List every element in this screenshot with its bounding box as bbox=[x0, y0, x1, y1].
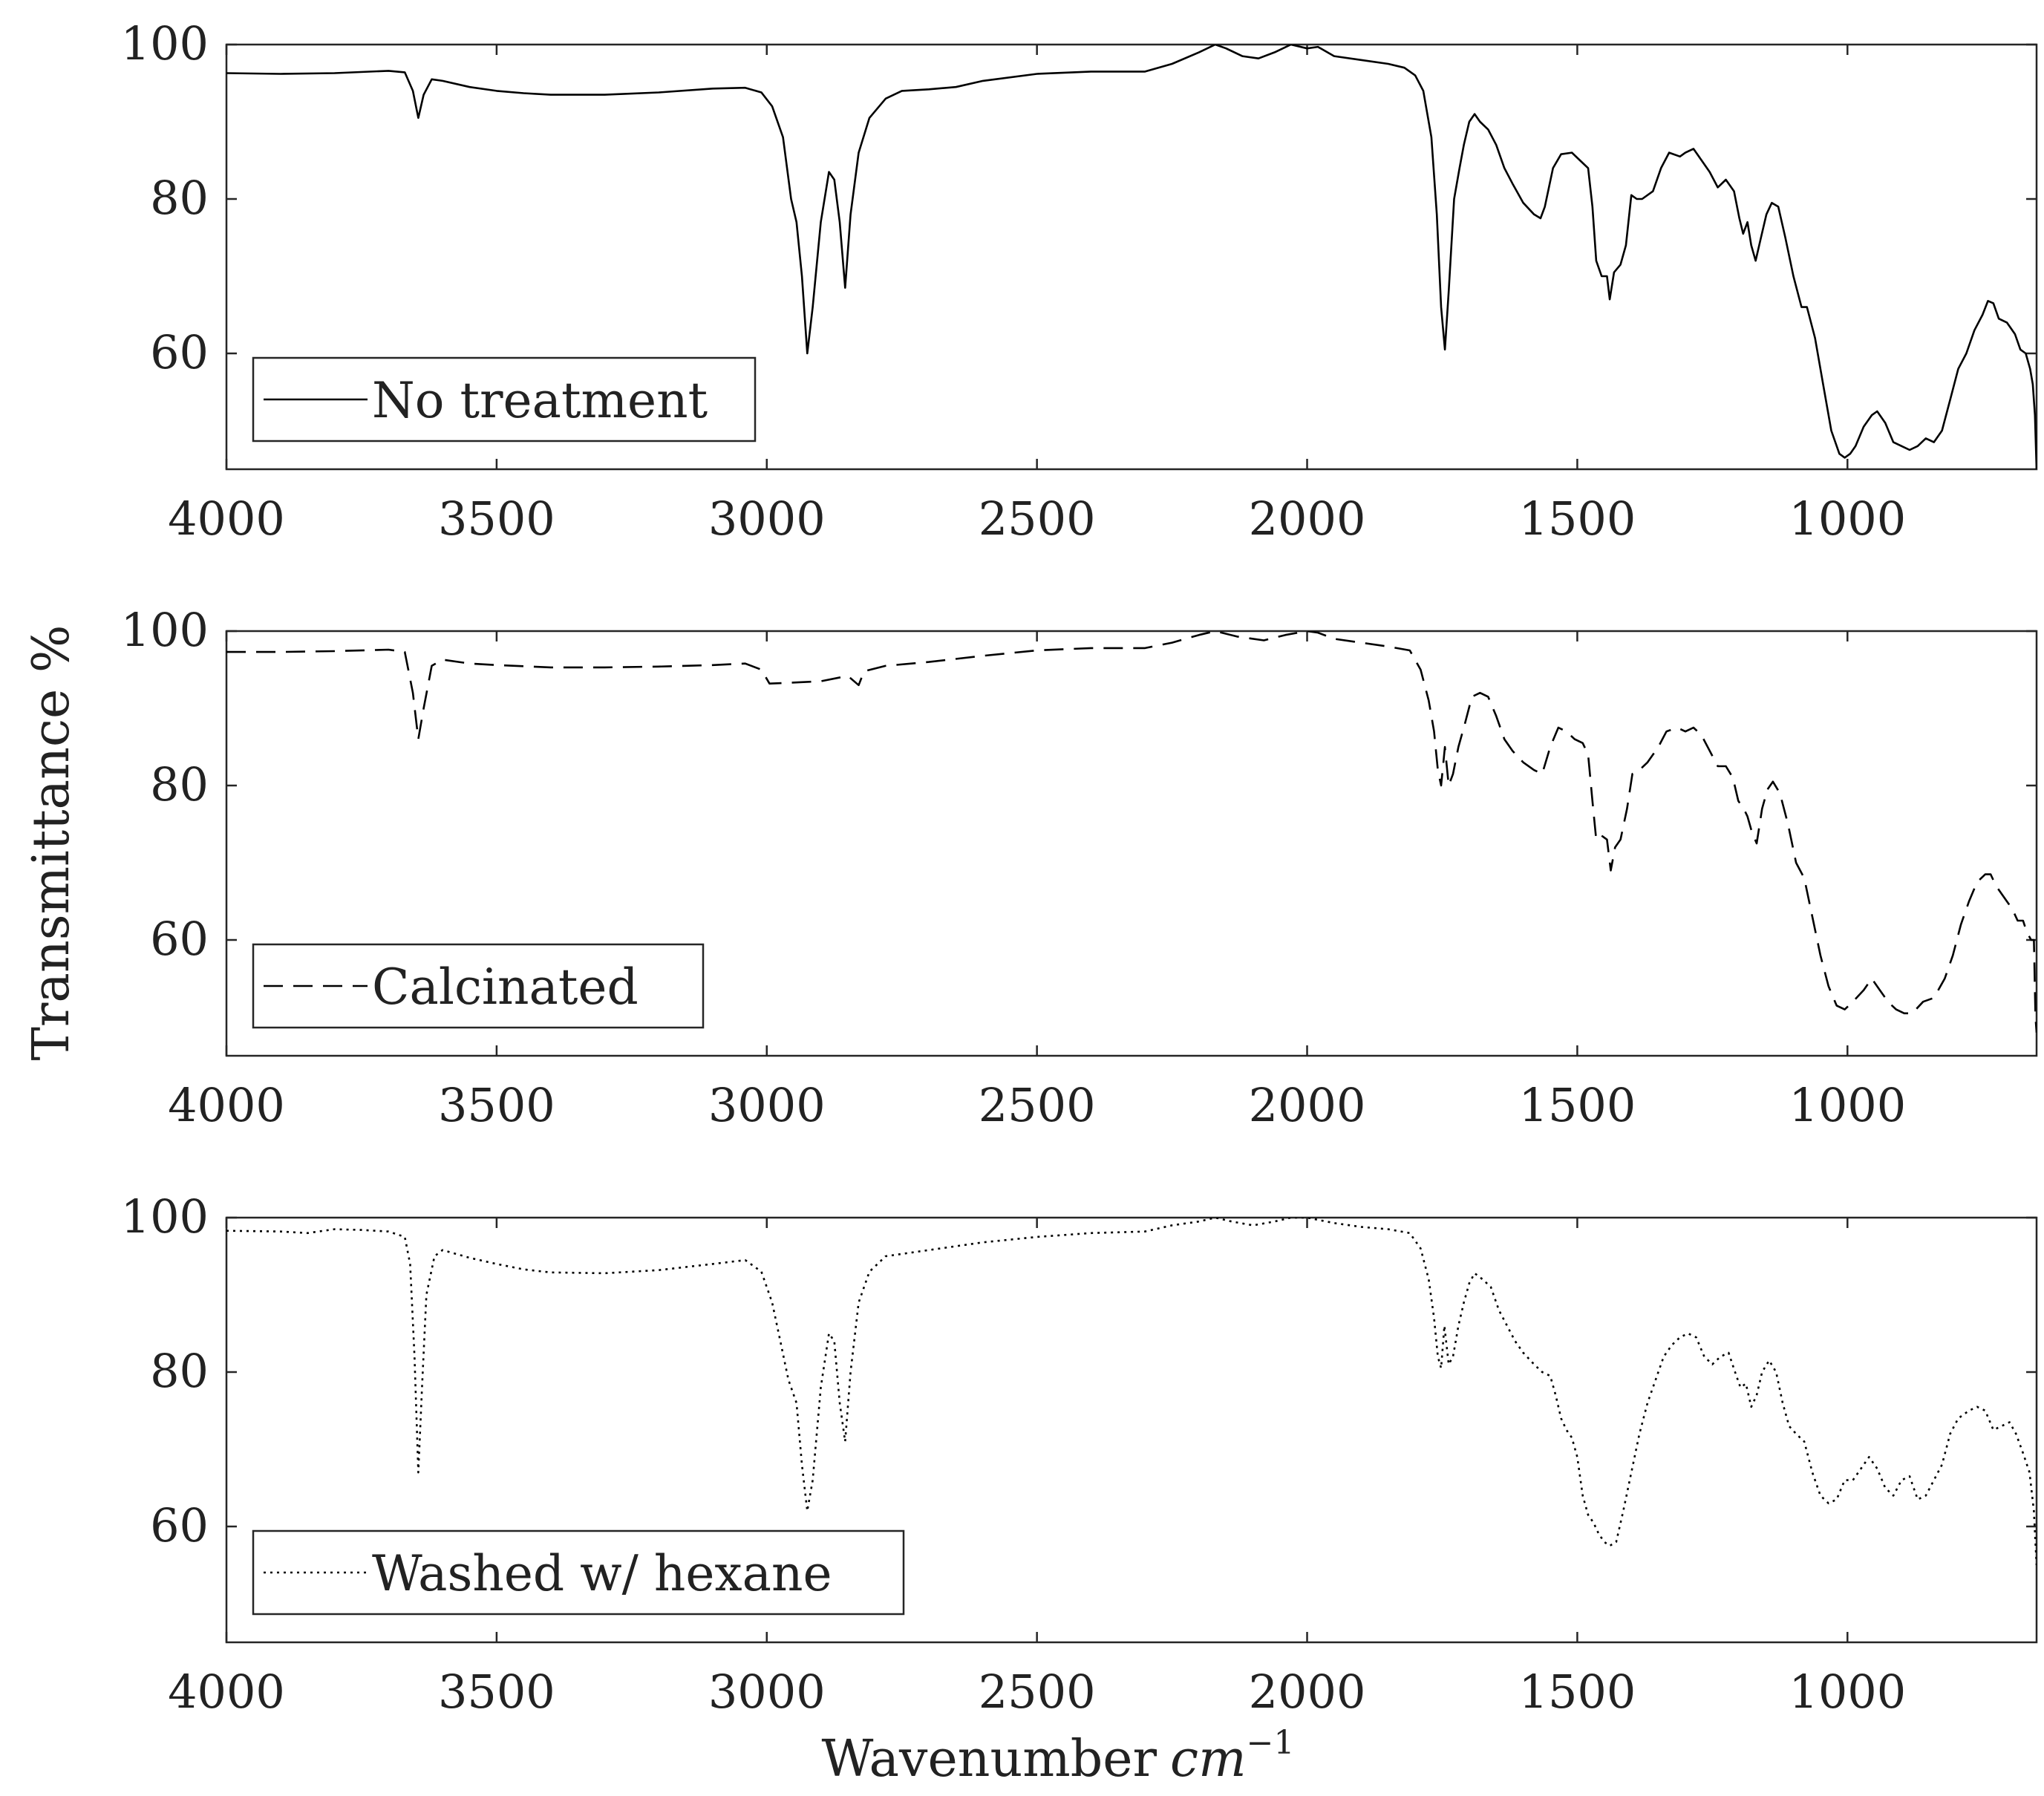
y-tick-label: 100 bbox=[121, 603, 209, 657]
plot-frame bbox=[225, 630, 2038, 1057]
series-line bbox=[226, 45, 2037, 469]
x-axis-title-exponent: −1 bbox=[1247, 1724, 1295, 1762]
x-tick-label: 1000 bbox=[1789, 1078, 1906, 1132]
legend: No treatment bbox=[252, 356, 757, 443]
x-tick-label: 2500 bbox=[979, 1078, 1096, 1132]
x-tick-label: 1500 bbox=[1519, 1078, 1636, 1132]
y-tick-label: 60 bbox=[150, 1498, 209, 1552]
x-axis-title: Wavenumber cm−1 bbox=[822, 1724, 1295, 1789]
x-tick-label: 2500 bbox=[979, 492, 1096, 546]
y-axis-title: Transmittance % bbox=[22, 625, 81, 1061]
series-line bbox=[226, 631, 2037, 1033]
y-tick-label: 60 bbox=[150, 912, 209, 966]
x-tick-label: 1500 bbox=[1519, 492, 1636, 546]
x-tick-label: 4000 bbox=[168, 492, 285, 546]
panels: 4000 3500 3000 2500 2000 1500 1000 60 80 100 No tr… bbox=[121, 16, 2038, 1719]
x-tick-label: 3500 bbox=[438, 1078, 555, 1132]
legend-label: Calcinated bbox=[372, 959, 639, 1016]
y-tick-label: 80 bbox=[150, 1344, 209, 1398]
x-tick-label: 2000 bbox=[1249, 1665, 1366, 1719]
x-tick-label: 3000 bbox=[708, 492, 826, 546]
y-tick-label: 100 bbox=[121, 16, 209, 71]
legend-box bbox=[252, 1529, 905, 1616]
x-tick-label: 2000 bbox=[1249, 492, 1366, 546]
plot-frame bbox=[225, 1216, 2038, 1644]
x-tick-label: 3000 bbox=[708, 1665, 826, 1719]
panel-2: 4000 3500 3000 2500 2000 1500 1000 60 80 100 Calci… bbox=[121, 603, 2038, 1132]
panel-1: 4000 3500 3000 2500 2000 1500 1000 60 80 100 No tr… bbox=[121, 16, 2038, 546]
y-tick-label: 80 bbox=[150, 757, 209, 812]
y-tick-label: 100 bbox=[121, 1189, 209, 1244]
legend-label: Washed w/ hexane bbox=[372, 1545, 832, 1602]
y-tick-label: 80 bbox=[150, 171, 209, 225]
x-tick-label: 3000 bbox=[708, 1078, 826, 1132]
legend-label: No treatment bbox=[372, 372, 708, 429]
x-axis-title-unit: cm bbox=[1170, 1730, 1247, 1789]
x-tick-label: 3500 bbox=[438, 1665, 555, 1719]
legend: Washed w/ hexane bbox=[252, 1529, 905, 1616]
x-tick-label: 1500 bbox=[1519, 1665, 1636, 1719]
x-axis-title-text: Wavenumber bbox=[822, 1730, 1157, 1789]
x-tick-label: 1000 bbox=[1789, 1665, 1906, 1719]
y-tick-label: 60 bbox=[150, 325, 209, 379]
x-tick-label: 1000 bbox=[1789, 492, 1906, 546]
x-tick-label: 2500 bbox=[979, 1665, 1096, 1719]
x-tick-label: 4000 bbox=[168, 1078, 285, 1132]
x-tick-label: 4000 bbox=[168, 1665, 285, 1719]
plot-frame bbox=[225, 43, 2038, 471]
panel-3: 4000 3500 3000 2500 2000 1500 1000 60 80 100 Washe… bbox=[121, 1189, 2038, 1719]
x-tick-label: 2000 bbox=[1249, 1078, 1366, 1132]
legend: Calcinated bbox=[252, 943, 705, 1029]
x-tick-label: 3500 bbox=[438, 492, 555, 546]
